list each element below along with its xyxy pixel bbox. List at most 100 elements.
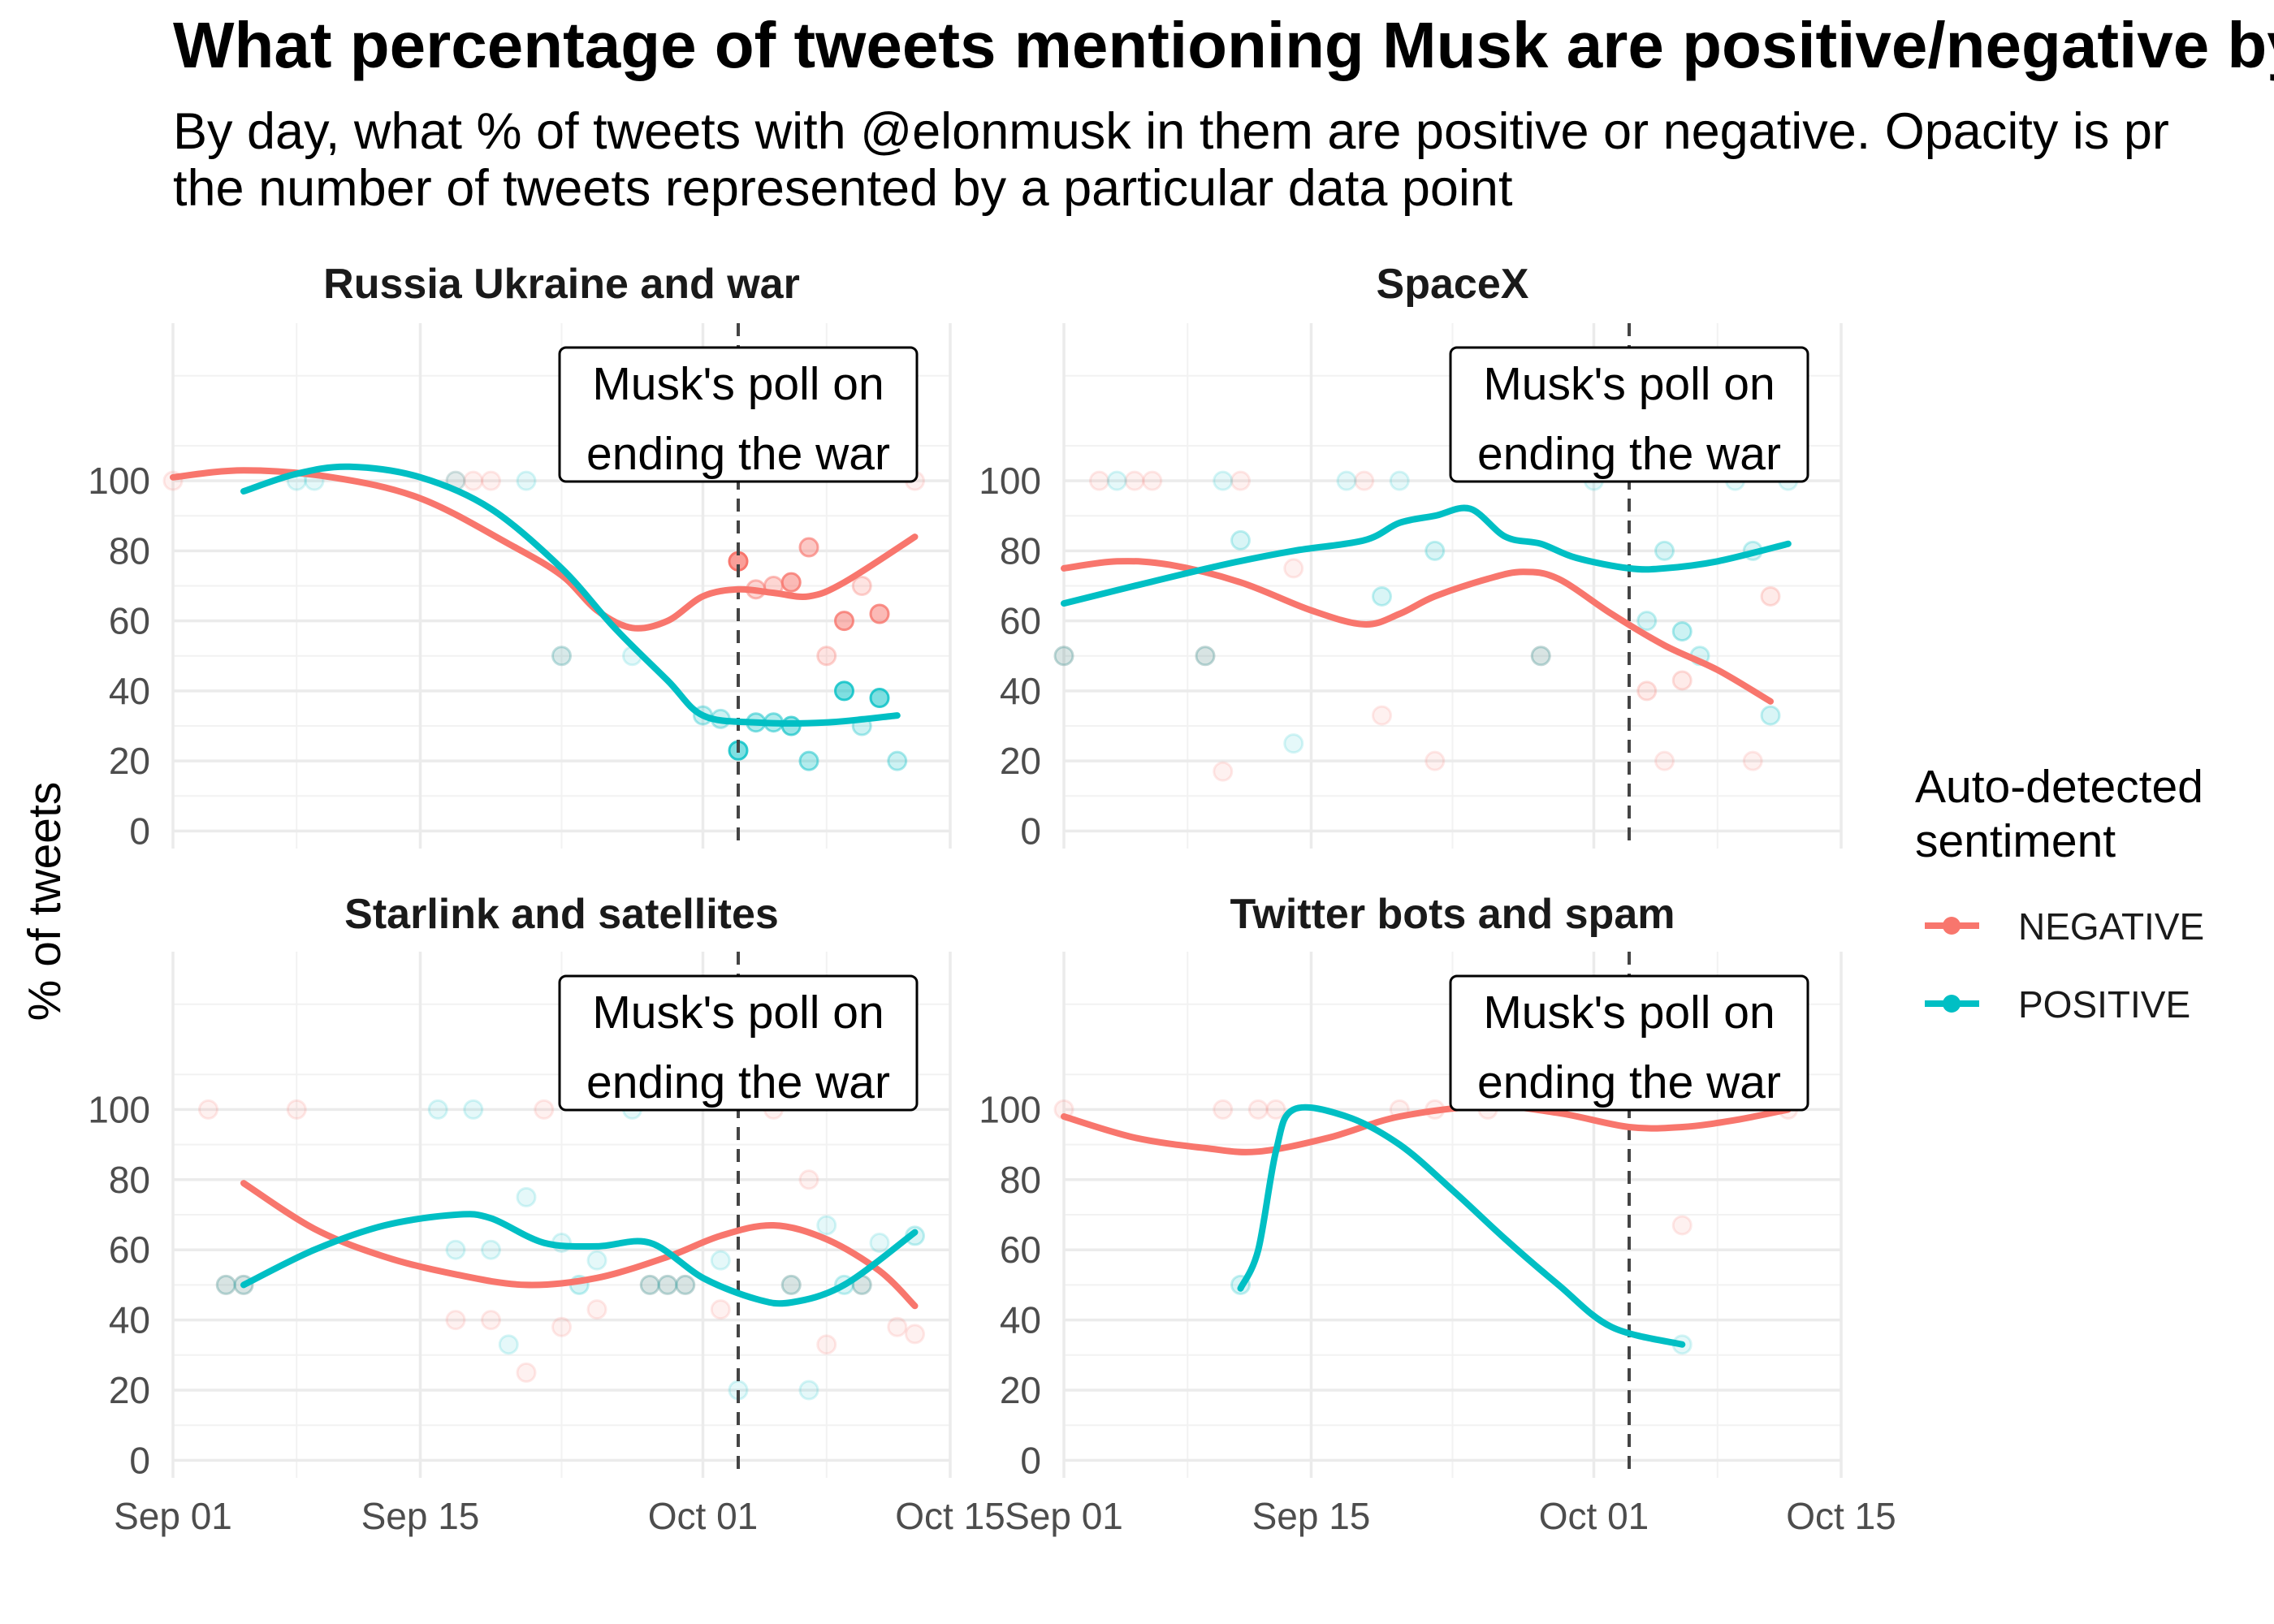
data-point-negative [1671, 670, 1693, 691]
data-point-positive [463, 1099, 484, 1120]
panel-title: Twitter bots and spam [1230, 891, 1675, 938]
data-point-positive [1106, 470, 1127, 491]
data-point-negative [215, 1274, 236, 1295]
data-point-positive [816, 1215, 837, 1236]
data-point-negative [198, 1099, 218, 1120]
y-tick-label: 80 [109, 1159, 150, 1201]
legend-label-positive: POSITIVE [2018, 983, 2190, 1026]
data-point-negative [1283, 558, 1304, 579]
data-point-positive [1283, 733, 1304, 754]
data-point-negative [1195, 646, 1216, 667]
x-tick-label: Sep 01 [1005, 1495, 1123, 1537]
data-point-positive [639, 1274, 660, 1295]
y-tick-label: 100 [979, 460, 1041, 502]
legend-title-line-1: Auto-detected [1915, 761, 2203, 813]
data-point-positive [1760, 705, 1781, 726]
data-point-negative [710, 1299, 731, 1320]
legend: Auto-detected sentiment NEGATIVE POSITIV… [1915, 761, 2204, 1026]
annotation-text: Musk's poll on [1483, 987, 1775, 1039]
y-tick-label: 60 [1000, 1229, 1041, 1271]
data-point-positive [1372, 585, 1392, 607]
data-point-negative [834, 611, 854, 632]
data-point-positive [834, 680, 854, 702]
data-point-negative [1213, 761, 1234, 782]
data-point-negative [481, 1310, 501, 1331]
data-point-positive [1053, 646, 1074, 667]
y-tick-label: 40 [109, 1299, 150, 1341]
data-point-negative [1053, 646, 1074, 667]
legend-key-positive-dot [1943, 995, 1961, 1013]
annotation-text: ending the war [1477, 428, 1781, 480]
x-tick-label: Oct 15 [1786, 1495, 1896, 1537]
y-tick-label: 80 [109, 529, 150, 572]
data-point-negative [1654, 750, 1675, 771]
panel-title: Starlink and satellites [344, 891, 779, 938]
data-point-negative [551, 1316, 572, 1337]
data-point-positive [586, 1250, 607, 1271]
y-tick-label: 60 [109, 600, 150, 642]
y-tick-label: 100 [88, 460, 150, 502]
annotation-text: Musk's poll on [1483, 358, 1775, 410]
data-point-positive [675, 1274, 696, 1295]
data-point-positive [1230, 529, 1251, 551]
data-point-negative [1372, 705, 1392, 726]
data-point-negative [1213, 1099, 1234, 1120]
chart-subtitle-line-1: By day, what % of tweets with @elonmusk … [173, 103, 2169, 160]
data-point-negative [905, 1324, 925, 1345]
data-point-negative [1354, 470, 1375, 491]
y-tick-label: 20 [109, 1369, 150, 1411]
panel-2: SpaceX 0 20 40 60 80 100 Musk's poll on ending t… [979, 261, 1843, 852]
y-tick-label: 60 [109, 1229, 150, 1271]
y-tick-label: 20 [1000, 1369, 1041, 1411]
annotation-box [1449, 346, 1809, 483]
data-point-positive [1389, 470, 1410, 491]
data-point-negative [639, 1274, 660, 1295]
y-tick-label: 20 [1000, 740, 1041, 782]
data-point-negative [1265, 1099, 1286, 1120]
panel-1: Russia Ukraine and war 0 20 40 60 80 100 Musk's… [88, 261, 952, 852]
data-point-negative [816, 1334, 837, 1355]
smooth-line-positive [1061, 504, 1792, 607]
data-point-positive [481, 1239, 501, 1260]
x-tick-label: Oct 01 [648, 1495, 759, 1537]
data-point-positive [445, 1239, 466, 1260]
data-point-positive [710, 1250, 731, 1271]
legend-title-line-2: sentiment [1915, 815, 2116, 867]
smooth-line-negative [1061, 1103, 1792, 1155]
data-point-positive [1195, 646, 1216, 667]
data-point-positive [498, 1334, 519, 1355]
data-point-negative [534, 1099, 555, 1120]
data-point-positive [1424, 540, 1446, 561]
y-tick-label: 40 [109, 670, 150, 712]
data-point-negative [1230, 470, 1251, 491]
data-point-negative [586, 1299, 607, 1320]
y-tick-label: 0 [129, 1439, 150, 1481]
panel-3: Starlink and satellites 0 20 40 60 80 100 Sep 0… [88, 891, 1005, 1537]
annotation-text: Musk's poll on [592, 358, 884, 410]
annotation-text: ending the war [586, 1056, 890, 1108]
data-point-negative [887, 1316, 908, 1337]
x-tick-label: Oct 01 [1539, 1495, 1649, 1537]
data-point-positive [1213, 470, 1234, 491]
annotation-text: ending the war [586, 428, 890, 480]
y-tick-label: 80 [1000, 1159, 1041, 1201]
y-axis-label: % of tweets [19, 782, 71, 1021]
y-tick-label: 80 [1000, 529, 1041, 572]
data-point-negative [780, 1274, 802, 1295]
smooth-line-positive [240, 1211, 919, 1307]
annotation-box [1449, 974, 1809, 1112]
panel-4: Twitter bots and spam 0 20 40 60 80 100 Sep 01 S… [979, 891, 1896, 1537]
data-point-negative [816, 646, 837, 667]
data-point-negative [551, 646, 572, 667]
data-point-positive [427, 1099, 448, 1120]
y-tick-label: 100 [979, 1088, 1041, 1130]
legend-label-negative: NEGATIVE [2018, 905, 2204, 948]
x-tick-label: Sep 01 [114, 1495, 232, 1537]
data-point-negative [1760, 585, 1781, 607]
y-tick-label: 20 [109, 740, 150, 782]
data-point-positive [887, 750, 908, 771]
data-point-positive [657, 1274, 678, 1295]
panel-title: SpaceX [1377, 261, 1529, 308]
data-point-negative [1142, 470, 1163, 491]
data-point-negative [1636, 680, 1658, 702]
